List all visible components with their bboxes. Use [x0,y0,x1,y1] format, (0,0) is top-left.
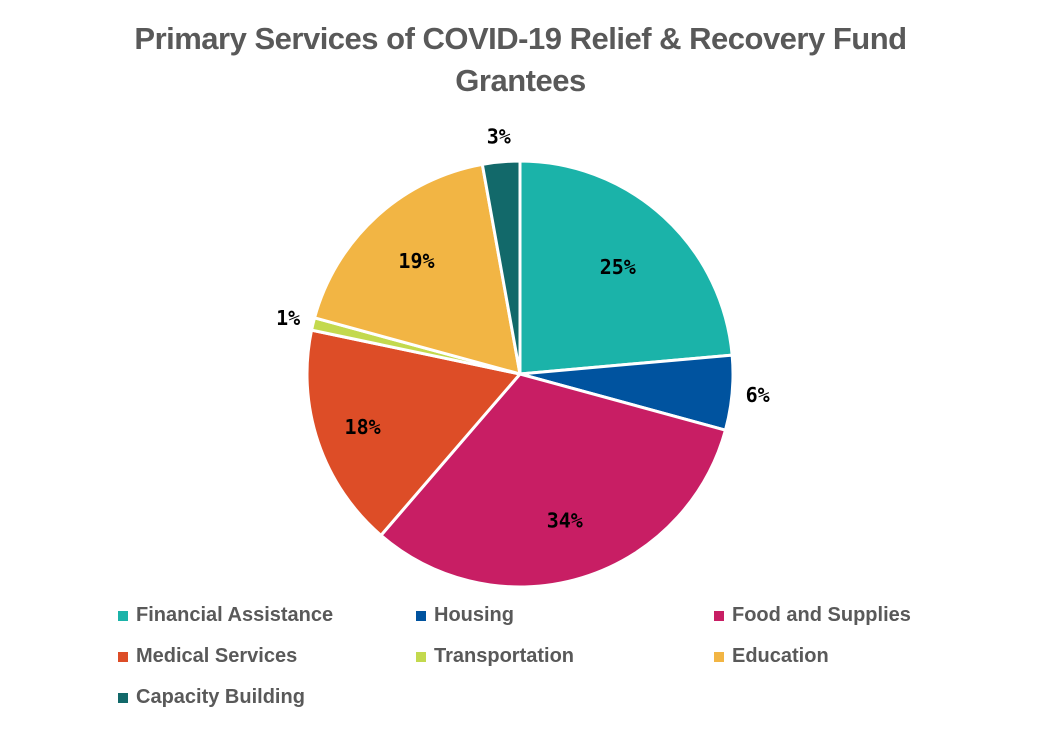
data-label-transportation: 1% [276,306,300,330]
data-label-capacity-building: 3% [487,124,511,148]
data-label-medical-services: 18% [345,415,381,439]
pie-slice-education [313,162,522,376]
pie-labels: 25% 6% 34% 18% 1% 19% 3% [276,124,770,532]
pie-slice-financial-assistance [518,159,734,376]
pie-slice-capacity-building [480,159,522,376]
data-label-food-and-supplies: 34% [547,509,583,533]
chart-title-line-2: Grantees [455,63,586,98]
pie-slice-food-and-supplies [379,372,727,589]
data-label-education: 19% [398,249,434,273]
data-label-housing: 6% [746,383,770,407]
chart-title: Primary Services of COVID-19 Relief & Re… [0,18,1041,102]
pie-slice-medical-services [305,328,522,537]
chart-title-line-1: Primary Services of COVID-19 Relief & Re… [134,21,907,56]
data-label-financial-assistance: 25% [600,255,636,279]
pie-slices [305,159,735,589]
